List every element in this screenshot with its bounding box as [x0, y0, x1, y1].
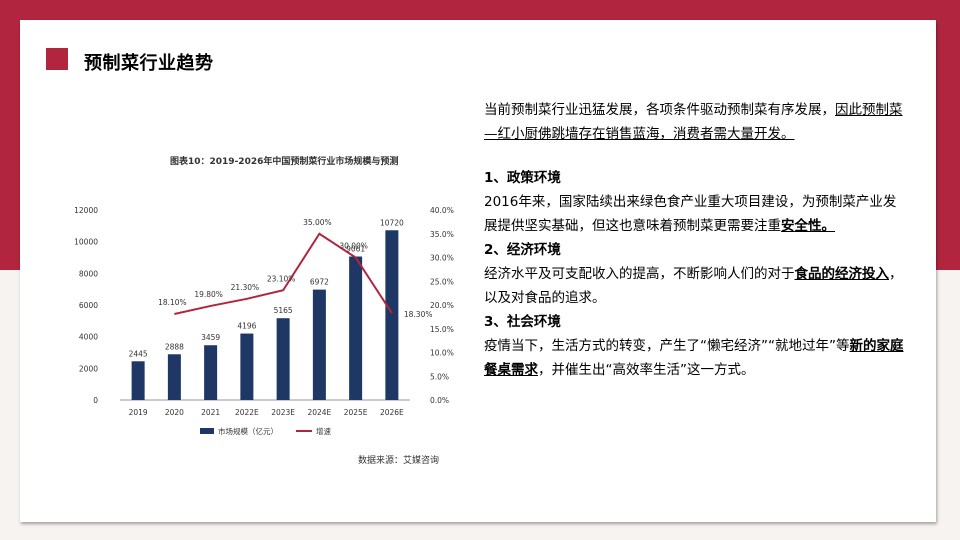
bar-value-label: 2888	[165, 342, 184, 351]
bar	[349, 256, 363, 400]
x-tick-label: 2021	[201, 408, 220, 417]
society-emphasis: 新的家庭餐桌需求	[484, 338, 904, 378]
bar	[385, 230, 399, 400]
text-column: 当前预制菜行业迅猛发展，各项条件驱动预制菜有序发展，因此预制菜—红小厨佛跳墙存在…	[484, 98, 904, 382]
legend-bar-swatch	[200, 428, 214, 434]
intro-underlined-text: 因此预制菜—红小厨佛跳墙存在销售蓝海，消费者需大量开发。	[484, 102, 903, 142]
y-right-tick-label: 10.0%	[430, 349, 454, 358]
intro-paragraph: 当前预制菜行业迅猛发展，各项条件驱动预制菜有序发展，因此预制菜—红小厨佛跳墙存在…	[484, 98, 904, 146]
x-tick-label: 2020	[165, 408, 184, 417]
x-tick-label: 2022E	[235, 408, 259, 417]
policy-heading: 1、政策环境	[484, 170, 561, 186]
policy-emphasis: 安全性。	[781, 218, 835, 234]
bar	[167, 354, 181, 400]
bar-value-label: 9061	[346, 245, 365, 254]
bar	[204, 345, 218, 400]
y-right-tick-label: 40.0%	[430, 206, 454, 215]
x-tick-label: 2019	[129, 408, 148, 417]
x-tick-label: 2026E	[380, 408, 404, 417]
bar-value-label: 10720	[380, 218, 404, 227]
x-tick-label: 2025E	[344, 408, 368, 417]
title-marker	[46, 48, 68, 70]
bar-value-label: 2445	[129, 349, 148, 358]
society-text: 疫情当下，生活方式的转变，产生了“懒宅经济”“就地过年”等	[484, 338, 850, 354]
bar-value-label: 4196	[237, 322, 256, 331]
bar	[312, 289, 326, 400]
y-right-tick-label: 0.0%	[430, 396, 449, 405]
growth-value-label: 18.10%	[158, 298, 187, 307]
growth-value-label: 19.80%	[194, 290, 223, 299]
y-right-tick-label: 15.0%	[430, 325, 454, 334]
growth-value-label: 35.00%	[303, 218, 332, 227]
policy-paragraph: 2016年来，国家陆续出来绿色食产业重大项目建设，为预制菜产业发展提供坚实基础，…	[484, 190, 904, 238]
economy-text: 经济水平及可支配收入的提高，不断影响人们的对于	[484, 266, 795, 282]
legend-line-label: 增速	[316, 426, 331, 436]
growth-line	[174, 232, 393, 316]
bar-value-label: 3459	[201, 333, 220, 342]
society-heading: 3、社会环境	[484, 314, 561, 330]
slide-card: 预制菜行业趋势 图表10：2019-2026年中国预制菜行业市场规模与预测 0 2…	[20, 20, 936, 522]
intro-text: 当前预制菜行业迅猛发展，各项条件驱动预制菜有序发展，	[484, 102, 835, 118]
y-left-tick-label: 0	[93, 396, 98, 405]
x-tick-label: 2023E	[271, 408, 295, 417]
market-chart: 图表10：2019-2026年中国预制菜行业市场规模与预测 0 2000 4000 6…	[40, 150, 470, 466]
y-left-tick-label: 4000	[79, 333, 98, 342]
bar-value-label: 6972	[310, 278, 329, 287]
y-left-tick-label: 6000	[79, 301, 98, 310]
y-right-tick-label: 30.0%	[430, 254, 454, 263]
bar	[276, 318, 290, 400]
y-right-tick-label: 20.0%	[430, 301, 454, 310]
bar-value-label: 5165	[274, 306, 293, 315]
society-tail: ，并催生出“高效率生活”这一方式。	[538, 362, 755, 378]
growth-value-label: 23.10%	[267, 274, 296, 283]
y-right-tick-label: 25.0%	[430, 277, 454, 286]
chart-source: 数据来源：艾媒咨询	[358, 456, 440, 466]
y-left-tick-label: 2000	[79, 364, 98, 373]
bar	[131, 361, 145, 400]
bar	[240, 333, 254, 400]
chart-title: 图表10：2019-2026年中国预制菜行业市场规模与预测	[170, 157, 399, 167]
policy-text: 2016年来，国家陆续出来绿色食产业重大项目建设，为预制菜产业发展提供坚实基础，…	[484, 194, 897, 234]
economy-tail: ，以及对食品的追求。	[484, 266, 903, 306]
chart-canvas: 0 2000 4000 6000 8000 10000 12000 0.0% 5.0% 10.0%…	[74, 206, 454, 436]
y-right-tick-label: 35.0%	[430, 230, 454, 239]
y-left-tick-label: 10000	[74, 238, 98, 247]
x-tick-label: 2024E	[307, 408, 331, 417]
growth-value-label: 21.30%	[231, 283, 260, 292]
legend-bar-label: 市场规模（亿元）	[218, 426, 278, 436]
y-left-tick-label: 12000	[74, 206, 98, 215]
economy-paragraph: 经济水平及可支配收入的提高，不断影响人们的对于食品的经济投入，以及对食品的追求。	[484, 262, 904, 310]
y-left-tick-label: 8000	[79, 269, 98, 278]
economy-emphasis: 食品的经济投入	[794, 266, 890, 282]
growth-value-label: 18.30%	[404, 310, 433, 319]
growth-value-label: 30.00%	[339, 242, 368, 251]
y-right-tick-label: 5.0%	[430, 372, 449, 381]
economy-heading: 2、经济环境	[484, 242, 561, 258]
society-paragraph: 疫情当下，生活方式的转变，产生了“懒宅经济”“就地过年”等新的家庭餐桌需求，并催…	[484, 334, 904, 382]
slide-title: 预制菜行业趋势	[84, 53, 214, 74]
